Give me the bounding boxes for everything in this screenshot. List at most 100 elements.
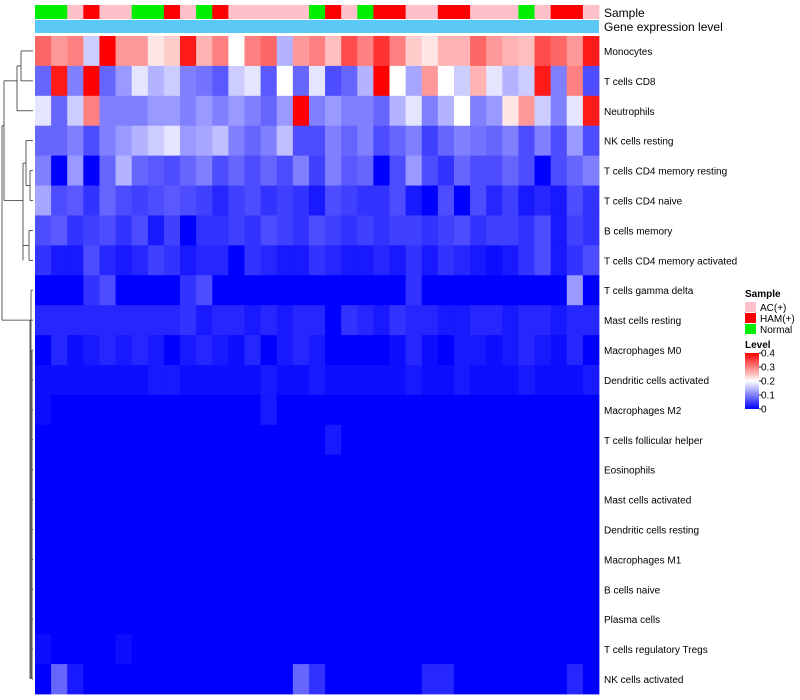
heatmap-cell [373,185,390,216]
heatmap-cell [180,95,197,127]
heatmap-cell [325,664,342,695]
row-label: T cells CD8 [604,77,656,88]
heatmap-cell [83,215,100,246]
heatmap-cell [453,305,471,336]
heatmap-cell [534,305,552,336]
heatmap-cell [35,245,52,276]
heatmap-cell [437,275,455,306]
heatmap-cell [325,95,342,127]
heatmap-cell [502,65,519,97]
heatmap-cell [357,484,374,515]
heatmap-cell [405,394,423,426]
heatmap-cell [325,36,342,67]
heatmap-cell [437,574,455,605]
sample-annotation-cell [453,5,471,19]
heatmap-cell [341,185,358,216]
heatmap-cell [51,275,68,306]
heatmap-cell [67,634,84,665]
heatmap-cell [180,394,197,426]
legend-title-sample: Sample [745,289,781,300]
heatmap-cell [180,215,197,246]
annotation-label-expression: Gene expression level [604,20,723,34]
heatmap-cell [453,335,471,366]
legend-entry-label: Normal [760,325,792,336]
heatmap-cell [518,454,535,486]
heatmap-cell [51,185,68,216]
heatmap-cell [260,664,278,695]
heatmap-cell [437,424,455,456]
heatmap-cell [373,95,390,127]
heatmap-cell [196,125,213,157]
heatmap-cell [582,335,600,366]
heatmap-cell [389,95,407,127]
heatmap-cell [357,664,374,695]
heatmap-cell [357,634,374,665]
color-scale-tick-label: 0 [761,405,767,416]
heatmap-cell [470,125,487,157]
heatmap-cell [405,604,423,635]
heatmap-cell [405,574,423,605]
heatmap-cell [212,424,229,456]
heatmap-cell [566,215,584,246]
heatmap-cell [486,574,503,605]
heatmap-cell [163,424,181,456]
heatmap-cell [35,215,52,246]
heatmap-cell [163,574,181,605]
sample-annotation-cell [292,5,310,19]
heatmap-cell [566,365,584,396]
heatmap-cell [421,514,439,545]
heatmap-cell [518,664,535,695]
heatmap-cell [180,36,197,67]
heatmap-cell [405,335,423,366]
heatmap-cell [276,185,294,216]
heatmap-cell [373,514,390,545]
heatmap-cell [131,125,149,157]
heatmap-cell [421,36,439,67]
heatmap-cell [67,664,84,695]
heatmap-cell [373,574,390,605]
heatmap-cell [421,335,439,366]
heatmap-cell [325,604,342,635]
heatmap-cell [373,484,390,515]
heatmap-cell [147,155,165,186]
heatmap-cell [276,394,294,426]
heatmap-cell [244,664,261,695]
heatmap-cell [405,125,423,157]
heatmap-cell [534,95,552,127]
heatmap-cell [260,305,278,336]
heatmap-cell [502,634,519,665]
heatmap-cell [51,664,68,695]
heatmap-cell [260,215,278,246]
heatmap-cell [502,544,519,575]
heatmap-cell [83,305,100,336]
heatmap-cell [115,514,133,545]
heatmap-cell [180,514,197,545]
heatmap-cell [260,514,278,545]
heatmap-cell [244,305,261,336]
heatmap-cell [453,36,471,67]
heatmap-cell [453,125,471,157]
heatmap-cell [437,155,455,186]
heatmap-cell [453,634,471,665]
sample-annotation-cell [470,5,487,19]
heatmap-cell [325,305,342,336]
heatmap-cell [518,335,535,366]
heatmap-cell [518,544,535,575]
heatmap-cell [566,514,584,545]
heatmap-cell [196,664,213,695]
sample-annotation-cell [131,5,149,19]
heatmap-cell [534,275,552,306]
heatmap-cell [35,185,52,216]
row-label: T cells CD4 memory resting [604,167,727,178]
heatmap-cell [357,514,374,545]
heatmap-cell [147,484,165,515]
heatmap-cell [502,185,519,216]
heatmap-cell [67,95,84,127]
heatmap-cell [163,65,181,97]
heatmap-cell [147,394,165,426]
heatmap-cell [228,604,245,635]
heatmap-cell [308,155,326,186]
heatmap-cell [453,365,471,396]
heatmap-cell [405,275,423,306]
heatmap-cell [437,65,455,97]
